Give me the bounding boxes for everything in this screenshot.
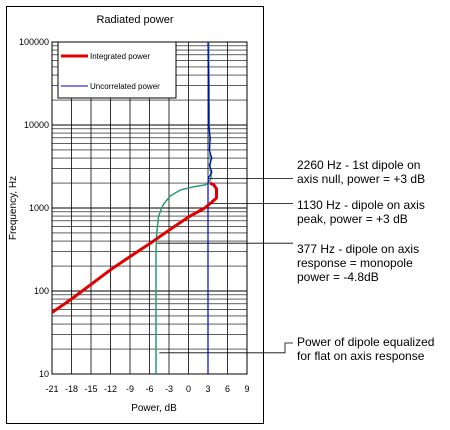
y-tick-label-3: 10000	[24, 120, 49, 130]
annotation-377hz-line-1: 377 Hz - dipole on axis	[297, 242, 420, 256]
y-tick-label-2: 1000	[29, 203, 49, 213]
x-tick-label-7: 0	[186, 384, 191, 394]
series-lines	[51, 41, 218, 374]
series-uncorrelated-power	[207, 41, 213, 374]
annotation-377hz-line-3: power = -4.8dB	[297, 270, 379, 284]
annotation-377hz: 377 Hz - dipole on axis response = monop…	[297, 242, 419, 284]
x-tick-label-5: -6	[145, 384, 153, 394]
annotation-2260hz-line-2: axis null, power = +3 dB	[297, 172, 426, 186]
annotation-2260hz-line-1: 2260 Hz - 1st dipole on	[297, 158, 421, 172]
x-axis-label: Power, dB	[131, 403, 177, 414]
grid	[51, 41, 248, 375]
x-tick-label-0: -21	[45, 384, 58, 394]
series-dipole-equalized	[155, 41, 213, 374]
legend-box	[57, 41, 177, 99]
annotation-dipole-equalized-line-1: Power of dipole equalized	[297, 335, 435, 349]
x-tick-label-4: -9	[126, 384, 134, 394]
legend: Integrated power Uncorrelated power	[57, 41, 177, 99]
annotation-1130hz-line-2: peak, power = +3 dB	[297, 212, 408, 226]
chart-title: Radiated power	[96, 14, 173, 26]
x-tick-label-10: 9	[244, 384, 249, 394]
y-tick-label-1: 100	[34, 286, 49, 296]
annotation-1130hz: 1130 Hz - dipole on axis peak, power = +…	[297, 198, 425, 226]
x-tick-label-1: -18	[65, 384, 78, 394]
annotation-1130hz-line-1: 1130 Hz - dipole on axis	[297, 198, 425, 212]
legend-label-uncorrelated: Uncorrelated power	[90, 82, 160, 91]
annotation-dipole-equalized: Power of dipole equalized for flat on ax…	[297, 335, 434, 363]
y-tick-label-4: 100000	[19, 37, 49, 47]
x-tick-label-9: 6	[225, 384, 230, 394]
x-tick-label-6: -3	[165, 384, 173, 394]
annotation-leader-3	[159, 342, 293, 354]
legend-label-integrated: Integrated power	[90, 52, 150, 61]
y-tick-label-0: 10	[39, 369, 49, 379]
annotation-2260hz: 2260 Hz - 1st dipole on axis null, power…	[297, 158, 425, 186]
y-axis-label: Frequency, Hz	[8, 176, 19, 240]
annotation-dipole-equalized-line-2: for flat on axis response	[297, 349, 425, 363]
annotation-leaders	[157, 178, 293, 354]
tick-labels: -21 -18 -15 -12 -9 -6 -3 0 3 6 9 10 100 1000 10000 1000…	[19, 37, 250, 394]
x-tick-label-3: -12	[104, 384, 117, 394]
annotation-377hz-line-2: response = monopole	[297, 256, 413, 270]
series-integrated-power	[51, 181, 218, 314]
x-tick-label-8: 3	[205, 384, 210, 394]
x-tick-label-2: -15	[84, 384, 97, 394]
